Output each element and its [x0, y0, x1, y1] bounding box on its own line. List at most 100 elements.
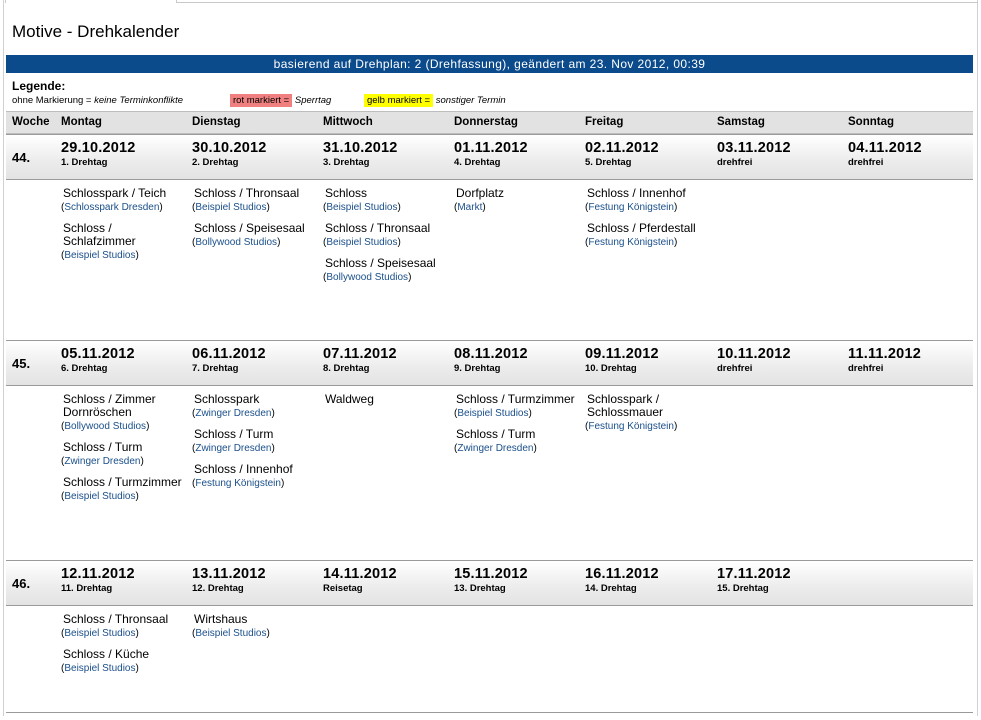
motive-entry[interactable]: Wirtshaus (Beispiel Studios)	[192, 613, 314, 640]
day-date: 11.11.2012	[848, 346, 921, 362]
day-cell[interactable]: 08.11.2012 9. Drehtag	[454, 346, 528, 374]
paren-open: (	[61, 421, 65, 432]
location-link[interactable]: Festung Königstein	[588, 202, 674, 213]
paren-open: (	[192, 443, 196, 454]
day-date: 04.11.2012	[848, 140, 922, 156]
location-link[interactable]: Bollywood Studios	[64, 421, 147, 432]
day-cell[interactable]: 05.11.2012 6. Drehtag	[61, 346, 135, 374]
day-cell[interactable]: 10.11.2012 drehfrei	[717, 346, 791, 374]
motive-entry[interactable]: Schloss / Turmzimmer (Beispiel Studios)	[61, 476, 183, 503]
location-link[interactable]: Beispiel Studios	[195, 628, 267, 639]
motive-entry[interactable]: Schloss / Innenhof (Festung Königstein)	[192, 463, 314, 490]
motive-entry[interactable]: Dorfplatz (Markt)	[454, 187, 576, 214]
paren-open: (	[585, 237, 589, 248]
day-motive-column: Schloss / Turmzimmer (Beispiel Studios) Sc…	[454, 393, 576, 463]
legend-none-label: ohne Markierung =	[12, 95, 95, 106]
day-cell[interactable]: 29.10.2012 1. Drehtag	[61, 140, 136, 168]
location-link[interactable]: Zwinger Dresden	[64, 456, 141, 467]
week-block: 45. 05.11.2012 6. Drehtag 06.11.2012 7. Dreh…	[6, 340, 973, 560]
location-link[interactable]: Beispiel Studios	[64, 250, 136, 261]
day-cell[interactable]: 31.10.2012 3. Drehtag	[323, 140, 398, 168]
location-link[interactable]: Zwinger Dresden	[195, 443, 272, 454]
paren-close: )	[271, 408, 275, 419]
day-date: 02.11.2012	[585, 140, 659, 156]
motive-entry[interactable]: Schloss / Speisesaal (Bollywood Studios)	[323, 257, 445, 284]
day-type: 12. Drehtag	[192, 583, 244, 594]
motive-entry[interactable]: Schloss (Beispiel Studios)	[323, 186, 445, 214]
motive-name: Schlosspark / Teich	[63, 186, 167, 200]
motive-entry[interactable]: Schloss / Thronsaal (Beispiel Studios)	[323, 222, 445, 249]
day-cell[interactable]: 04.11.2012 drehfrei	[848, 140, 922, 168]
motive-name: Schloss / Schlafzimmer	[63, 221, 136, 248]
day-cell[interactable]: 11.11.2012 drehfrei	[848, 346, 921, 374]
motive-entry[interactable]: Schloss / Küche (Beispiel Studios)	[61, 647, 183, 675]
location-link[interactable]: Beispiel Studios	[457, 408, 529, 419]
day-cell[interactable]: 07.11.2012 8. Drehtag	[323, 346, 397, 374]
day-cell[interactable]: 03.11.2012 drehfrei	[717, 140, 791, 168]
motive-entry[interactable]: Schloss / Turm (Zwinger Dresden)	[61, 441, 183, 468]
motive-location: (Beispiel Studios)	[323, 237, 445, 248]
paren-close: )	[135, 250, 139, 261]
paren-open: (	[61, 628, 65, 639]
location-link[interactable]: Bollywood Studios	[195, 237, 278, 248]
location-link[interactable]: Beispiel Studios	[326, 237, 398, 248]
calendar-header: Woche Montag Dienstag Mittwoch Donnersta…	[6, 111, 973, 134]
motive-entry[interactable]: Schloss / Thronsaal (Beispiel Studios)	[192, 187, 314, 214]
location-link[interactable]: Beispiel Studios	[64, 663, 136, 674]
paren-open: (	[585, 421, 589, 432]
day-cell[interactable]: 15.11.2012 13. Drehtag	[454, 566, 528, 594]
day-type: 4. Drehtag	[454, 157, 501, 168]
day-cell[interactable]: 13.11.2012 12. Drehtag	[192, 566, 266, 594]
paren-open: (	[192, 202, 196, 213]
motive-entry[interactable]: Schloss / Schlafzimmer (Beispiel Studios)	[61, 221, 183, 262]
location-link[interactable]: Zwinger Dresden	[195, 408, 272, 419]
location-link[interactable]: Zwinger Dresden	[457, 443, 534, 454]
day-cell[interactable]: 06.11.2012 7. Drehtag	[192, 346, 266, 374]
location-link[interactable]: Festung Königstein	[588, 237, 674, 248]
day-type: drehfrei	[717, 363, 753, 374]
day-motive-column: Schlosspark / Schlossmauer (Festung König…	[585, 393, 707, 441]
day-date: 29.10.2012	[61, 140, 136, 156]
motive-name: Schloss	[325, 186, 368, 200]
motive-entry[interactable]: Schloss / Turm (Zwinger Dresden)	[192, 428, 314, 455]
day-cell[interactable]: 09.11.2012 10. Drehtag	[585, 346, 659, 374]
legend-red-swatch: rot markiert =	[230, 94, 293, 107]
motive-entry[interactable]: Schloss / Speisesaal (Bollywood Studios)	[192, 222, 314, 249]
motive-name: Schloss / Küche	[63, 647, 150, 661]
day-cell[interactable]: 02.11.2012 5. Drehtag	[585, 140, 659, 168]
day-date: 05.11.2012	[61, 346, 135, 362]
motive-entry[interactable]: Schloss / Thronsaal (Beispiel Studios)	[61, 613, 183, 640]
motive-location: (Zwinger Dresden)	[192, 408, 314, 419]
location-link[interactable]: Markt	[457, 202, 483, 213]
motive-entry[interactable]: Schloss / Turmzimmer (Beispiel Studios)	[454, 393, 576, 420]
motive-entry[interactable]: Schlosspark / Schlossmauer (Festung König…	[585, 393, 707, 433]
location-link[interactable]: Beispiel Studios	[64, 491, 136, 502]
location-link[interactable]: Beispiel Studios	[64, 628, 136, 639]
location-link[interactable]: Beispiel Studios	[326, 202, 398, 213]
tab-active[interactable]	[5, 0, 177, 3]
motive-entry[interactable]: Schloss / Turm (Zwinger Dresden)	[454, 428, 576, 455]
day-cell[interactable]: 12.11.2012 11. Drehtag	[61, 566, 135, 594]
motive-entry[interactable]: Schlosspark (Zwinger Dresden)	[192, 393, 314, 420]
day-cell[interactable]: 17.11.2012 15. Drehtag	[717, 566, 791, 594]
motive-entry[interactable]: Schloss / Zimmer Dornröschen (Bollywood S…	[61, 393, 183, 433]
day-type: 2. Drehtag	[192, 157, 239, 168]
motive-entry[interactable]: Schloss / Innenhof (Festung Königstein)	[585, 187, 707, 214]
paren-open: (	[323, 272, 327, 283]
location-link[interactable]: Schlosspark Dresden	[64, 202, 160, 213]
paren-open: (	[61, 663, 65, 674]
day-cell[interactable]: 30.10.2012 2. Drehtag	[192, 140, 267, 168]
day-cell[interactable]: 16.11.2012 14. Drehtag	[585, 566, 659, 594]
location-link[interactable]: Beispiel Studios	[195, 202, 267, 213]
day-cell[interactable]: 14.11.2012 Reisetag	[323, 566, 397, 594]
location-link[interactable]: Festung Königstein	[588, 421, 674, 432]
header-samstag: Samstag	[717, 116, 765, 128]
day-type: 9. Drehtag	[454, 363, 501, 374]
day-cell[interactable]: 01.11.2012 4. Drehtag	[454, 140, 528, 168]
motive-entry[interactable]: Schloss / Pferdestall (Festung Königstein…	[585, 222, 707, 249]
location-link[interactable]: Festung Königstein	[195, 478, 281, 489]
motive-entry[interactable]: Schlosspark / Teich (Schlosspark Dresden)	[61, 186, 183, 214]
location-link[interactable]: Bollywood Studios	[326, 272, 409, 283]
day-date: 08.11.2012	[454, 346, 528, 362]
motive-entry[interactable]: Waldweg	[323, 393, 445, 406]
